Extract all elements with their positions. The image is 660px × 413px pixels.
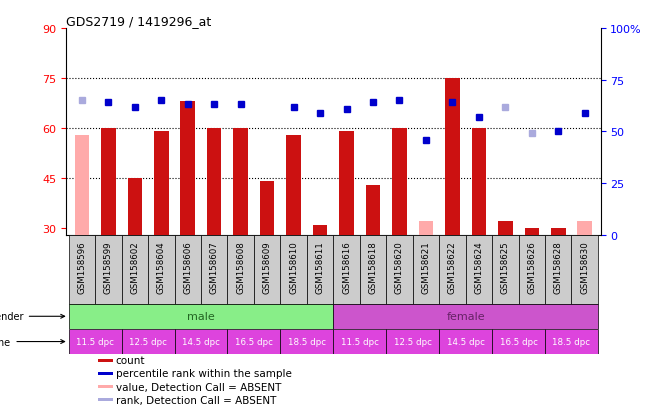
Bar [280, 329, 333, 354]
Text: GSM158596: GSM158596 [77, 241, 86, 293]
Text: GSM158621: GSM158621 [422, 241, 430, 293]
Text: 14.5 dpc: 14.5 dpc [182, 337, 220, 346]
Text: 16.5 dpc: 16.5 dpc [235, 337, 273, 346]
Bar [551, 228, 566, 235]
Text: GSM158608: GSM158608 [236, 241, 245, 293]
Bar [313, 225, 327, 235]
Text: male: male [187, 311, 215, 321]
Bar [545, 235, 572, 304]
Bar [69, 235, 95, 304]
Text: GSM158622: GSM158622 [448, 241, 457, 293]
Text: 14.5 dpc: 14.5 dpc [447, 337, 484, 346]
Bar [386, 329, 439, 354]
Text: GSM158602: GSM158602 [130, 241, 139, 293]
Text: 18.5 dpc: 18.5 dpc [552, 337, 591, 346]
Bar [525, 228, 539, 235]
Text: 11.5 dpc: 11.5 dpc [341, 337, 379, 346]
Bar [339, 132, 354, 235]
Bar [98, 359, 112, 362]
Bar [307, 235, 333, 304]
Text: percentile rank within the sample: percentile rank within the sample [115, 368, 292, 378]
Bar [386, 235, 412, 304]
Text: GSM158626: GSM158626 [527, 241, 537, 293]
Bar [228, 235, 254, 304]
Text: female: female [446, 311, 485, 321]
Text: 18.5 dpc: 18.5 dpc [288, 337, 326, 346]
Text: GSM158630: GSM158630 [580, 241, 589, 293]
Bar [207, 129, 222, 235]
Bar [69, 304, 333, 329]
Bar [333, 235, 360, 304]
Bar [121, 235, 148, 304]
Text: 11.5 dpc: 11.5 dpc [76, 337, 114, 346]
Bar [69, 329, 121, 354]
Bar [445, 79, 459, 235]
Bar [98, 372, 112, 375]
Bar [333, 329, 386, 354]
Bar [154, 132, 168, 235]
Bar [412, 235, 439, 304]
Bar [127, 178, 142, 235]
Bar [439, 235, 465, 304]
Text: GSM158611: GSM158611 [315, 241, 325, 293]
Text: GSM158625: GSM158625 [501, 241, 510, 293]
Text: GSM158606: GSM158606 [183, 241, 192, 293]
Bar [101, 129, 116, 235]
Text: 16.5 dpc: 16.5 dpc [500, 337, 537, 346]
Text: GSM158616: GSM158616 [342, 241, 351, 293]
Bar [201, 235, 228, 304]
Text: GSM158620: GSM158620 [395, 241, 404, 293]
Bar [492, 235, 519, 304]
Text: GSM158604: GSM158604 [157, 241, 166, 293]
Bar [360, 235, 386, 304]
Bar [260, 182, 275, 235]
Bar [174, 329, 228, 354]
Bar [519, 235, 545, 304]
Bar [572, 235, 598, 304]
Bar [366, 185, 380, 235]
Bar [148, 235, 174, 304]
Bar [578, 222, 592, 235]
Text: GSM158599: GSM158599 [104, 241, 113, 293]
Text: GSM158610: GSM158610 [289, 241, 298, 293]
Text: GDS2719 / 1419296_at: GDS2719 / 1419296_at [66, 15, 211, 28]
Bar [418, 222, 433, 235]
Bar [234, 129, 248, 235]
Bar [75, 135, 89, 235]
Text: gender: gender [0, 311, 65, 321]
Bar [439, 329, 492, 354]
Text: GSM158628: GSM158628 [554, 241, 563, 293]
Bar [392, 129, 407, 235]
Bar [95, 235, 121, 304]
Bar [228, 329, 280, 354]
Text: GSM158609: GSM158609 [263, 241, 272, 293]
Bar [545, 329, 598, 354]
Bar [498, 222, 513, 235]
Text: count: count [115, 355, 145, 366]
Bar [180, 102, 195, 235]
Text: 12.5 dpc: 12.5 dpc [394, 337, 432, 346]
Text: 12.5 dpc: 12.5 dpc [129, 337, 167, 346]
Bar [174, 235, 201, 304]
Bar [492, 329, 545, 354]
Text: rank, Detection Call = ABSENT: rank, Detection Call = ABSENT [115, 395, 276, 405]
Bar [472, 129, 486, 235]
Bar [286, 135, 301, 235]
Bar [280, 235, 307, 304]
Text: value, Detection Call = ABSENT: value, Detection Call = ABSENT [115, 382, 281, 392]
Bar [98, 398, 112, 401]
Text: GSM158624: GSM158624 [475, 241, 483, 293]
Bar [98, 385, 112, 388]
Text: GSM158618: GSM158618 [368, 241, 378, 293]
Text: time: time [0, 337, 65, 347]
Text: GSM158607: GSM158607 [210, 241, 218, 293]
Bar [333, 304, 598, 329]
Bar [121, 329, 174, 354]
Bar [465, 235, 492, 304]
Bar [254, 235, 280, 304]
